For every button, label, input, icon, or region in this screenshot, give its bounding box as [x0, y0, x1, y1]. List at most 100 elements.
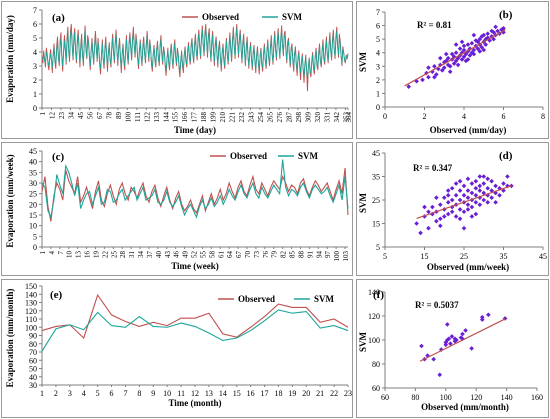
x-tick-label: 11 — [177, 389, 185, 398]
x-tick-label: 298 — [295, 112, 303, 123]
scatter-point — [422, 204, 427, 210]
scatter-point — [471, 47, 477, 53]
series-line-observed — [41, 168, 349, 222]
scatter-point — [457, 178, 463, 184]
y-tick-label: 110 — [25, 315, 37, 324]
y-tick-label: 6 — [376, 22, 380, 31]
x-tick-label: 76 — [262, 251, 270, 259]
series-line-svm — [41, 159, 349, 219]
scatter-point — [426, 74, 431, 80]
scatter-point — [457, 46, 463, 51]
x-tick-label: 58 — [208, 251, 216, 259]
x-tick-label: 6 — [502, 112, 506, 121]
scatter-point — [449, 197, 455, 203]
scatter-point — [477, 183, 483, 189]
x-tick-label: 7 — [57, 251, 65, 255]
y-tick-label: 120 — [25, 307, 37, 316]
x-tick-label: 7 — [123, 389, 127, 398]
x-tick-label: 188 — [200, 112, 208, 123]
x-tick-label: 60 — [381, 393, 389, 402]
scatter-point — [481, 197, 487, 203]
x-tick-label: 12 — [48, 112, 56, 120]
y-tick-label: 0 — [33, 104, 37, 113]
y-tick-label: 80 — [372, 360, 380, 369]
x-tick-label: 25 — [110, 251, 118, 259]
scatter-point — [479, 314, 485, 320]
x-tick-label: 309 — [304, 112, 312, 123]
x-axis-title: Observed (mm/day) — [430, 125, 507, 135]
legend-label: SVM — [314, 294, 335, 304]
x-tick-label: 79 — [271, 251, 279, 259]
scatter-point — [489, 178, 494, 184]
scatter-point — [477, 174, 483, 179]
panel-e: 30 40 50 60 70 80 90 100 110 120 130 140 150 1 2 3 4 5 6 7 8… — [1, 279, 353, 418]
scatter-point — [432, 63, 437, 69]
x-tick-label: 2 — [423, 112, 427, 121]
x-tick-label: 73 — [253, 251, 261, 259]
x-tick-label: 2 — [54, 389, 58, 398]
y-axis-title: Evaporation (mm/week) — [5, 154, 15, 247]
scatter-point — [418, 230, 423, 236]
x-tick-label: 10 — [163, 389, 171, 398]
x-tick-label: 70 — [244, 251, 252, 259]
scatter-point — [481, 174, 487, 179]
x-tick-label: 243 — [248, 111, 256, 122]
x-tick-label: 37 — [146, 251, 154, 259]
y-tick-label: 3 — [376, 62, 380, 71]
scatter-point — [438, 55, 443, 61]
scatter-point — [457, 188, 463, 193]
scatter-point — [441, 214, 447, 219]
y-tick-label: 35 — [29, 168, 37, 177]
y-tick-label: 25 — [372, 196, 380, 205]
scatter-point — [449, 209, 455, 215]
scatter-point — [426, 65, 431, 70]
scatter-point — [473, 178, 479, 184]
y-tick-label: 0 — [33, 243, 37, 252]
scatter-point — [414, 221, 419, 226]
scatter-point — [497, 193, 502, 198]
y-tick-label: 1 — [376, 89, 380, 98]
scatter-point — [501, 25, 506, 31]
r-squared-label: R² = 0.347 — [413, 163, 453, 173]
y-tick-label: 70 — [29, 348, 37, 357]
x-axis-title: Time (day) — [174, 125, 216, 135]
x-tick-label: 23 — [344, 389, 352, 398]
x-tick-label: 89 — [115, 112, 123, 120]
y-tick-label: 10 — [29, 222, 37, 231]
trend-line — [404, 29, 506, 87]
scatter-point — [469, 190, 475, 196]
x-tick-label: 14 — [219, 389, 227, 398]
scatter-point — [495, 28, 500, 34]
scatter-point — [481, 181, 487, 186]
scatter-point — [483, 42, 489, 47]
scatter-point — [438, 202, 443, 207]
scatter-point — [451, 61, 457, 66]
scatter-point — [445, 211, 451, 217]
scatter-point — [486, 312, 491, 318]
x-tick-label: 16 — [84, 251, 92, 259]
x-tick-label: 52 — [191, 251, 199, 259]
legend-label: Observed — [238, 294, 275, 304]
y-tick-label: 45 — [372, 149, 380, 158]
x-tick-label: 21 — [316, 389, 324, 398]
scatter-point — [469, 204, 475, 210]
scatter-point — [445, 322, 450, 327]
panel-b: 0 1 2 3 4 5 6 7 0 2 4 6 8 R² = 0.81 SVM Observed (mm/da… — [356, 1, 549, 139]
x-tick-label: 1 — [40, 389, 44, 398]
scatter-point — [453, 42, 459, 47]
x-axis-title: Observed (mm/month) — [421, 402, 509, 412]
scatter-point — [461, 193, 467, 198]
x-tick-label: 13 — [205, 389, 213, 398]
scatter-point — [493, 24, 498, 30]
x-tick-label: 276 — [276, 112, 284, 123]
x-tick-label: 49 — [182, 251, 190, 259]
scatter-point — [461, 209, 467, 215]
x-tick-label: 23 — [58, 112, 66, 120]
y-tick-label: 130 — [25, 299, 37, 308]
x-tick-label: 19 — [288, 389, 296, 398]
scatter-point — [491, 30, 496, 35]
y-tick-label: 100 — [368, 336, 380, 345]
scatter-point — [463, 328, 468, 333]
scatter-point — [473, 185, 479, 191]
